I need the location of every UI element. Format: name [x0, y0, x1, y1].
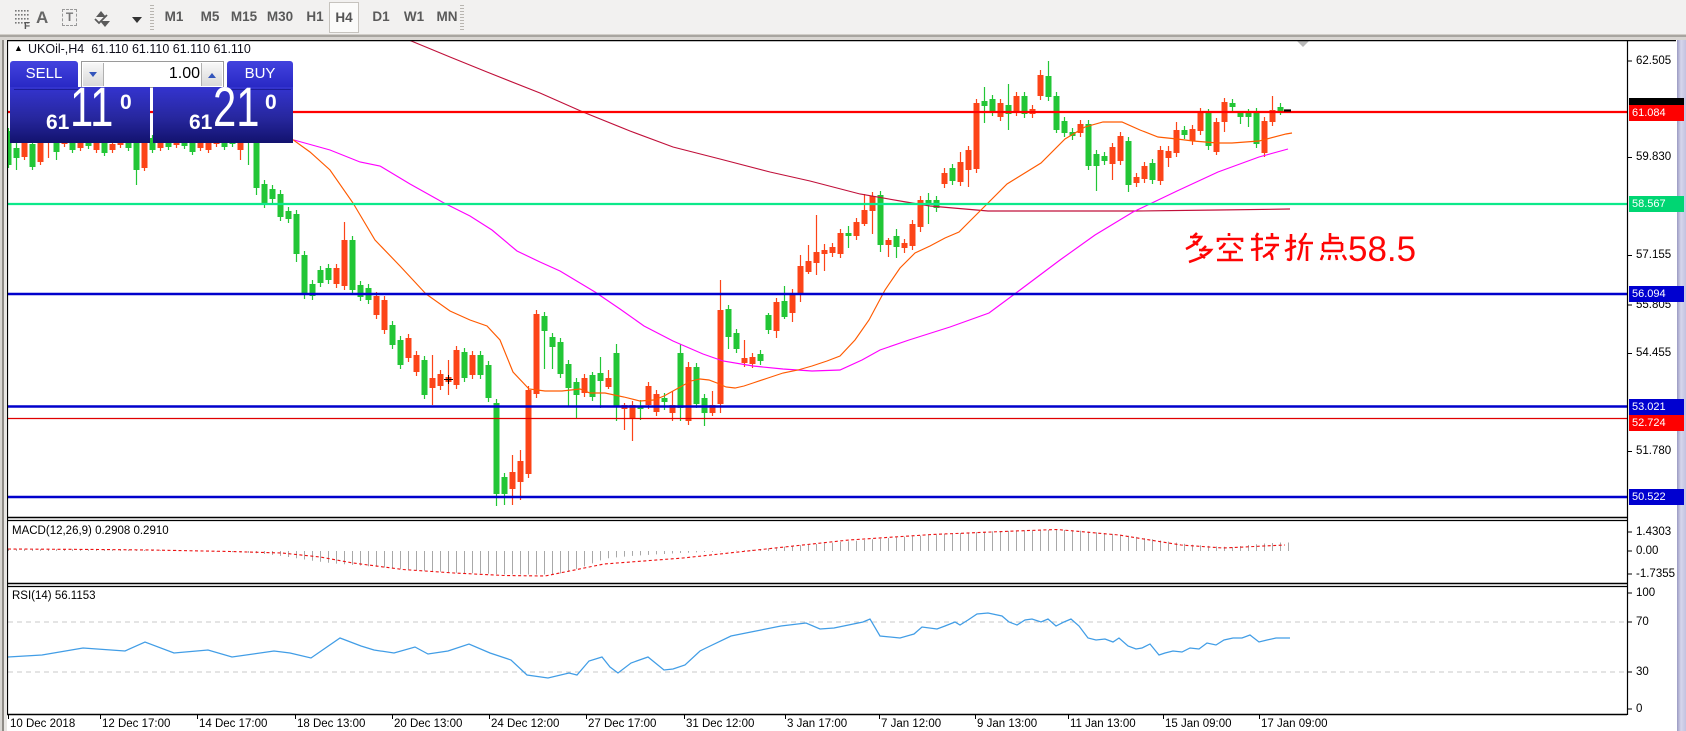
svg-text:58.5: 58.5 [1348, 230, 1416, 269]
svg-text:F: F [24, 21, 30, 30]
